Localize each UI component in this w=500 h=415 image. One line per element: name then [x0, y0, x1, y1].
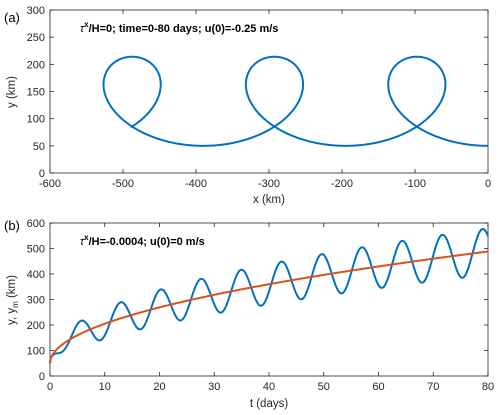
x-tick-label: 70: [427, 381, 439, 393]
x-ticks-b: 0 10 20 30 40 50 60 70 80: [47, 223, 494, 393]
y-tick-label: 200: [27, 320, 45, 332]
panel-label-b: (b): [4, 218, 20, 233]
x-tick-label: -400: [185, 178, 207, 190]
x-tick-label: -600: [39, 178, 61, 190]
x-ticks-a: -600 -500 -400 -300 -200 -100 0: [39, 10, 491, 190]
x-tick-label: -300: [258, 178, 280, 190]
y-tick-label: 400: [27, 269, 45, 281]
x-axis-label-a: x (km): [253, 194, 285, 206]
x-tick-label: 40: [263, 381, 275, 393]
y-tick-label: 50: [33, 141, 45, 153]
annotation-a: τx/H=0; time=0-80 days; u(0)=-0.25 m/s: [80, 20, 278, 35]
y-ticks-a: 0 50 100 150 200 250 300: [27, 5, 488, 180]
x-tick-label: 0: [47, 381, 53, 393]
y-tick-label: 100: [27, 346, 45, 358]
y-tick-label: 0: [39, 168, 45, 180]
annotation-b: τx/H=-0.0004; u(0)=0 m/s: [80, 233, 205, 248]
x-axis-label-b: t (days): [250, 398, 289, 410]
x-tick-label: 80: [482, 381, 494, 393]
x-tick-label: 20: [153, 381, 165, 393]
y-axis-label-a: y (km): [6, 76, 18, 108]
y-oscillating-line: [49, 228, 489, 364]
x-tick-label: 10: [99, 381, 111, 393]
y-axis-label-b: y, ym (km): [6, 275, 20, 325]
trajectory-line: [102, 55, 489, 147]
x-tick-label: -500: [112, 178, 134, 190]
x-tick-label: 0: [485, 178, 491, 190]
y-tick-label: 300: [27, 5, 45, 17]
y-tick-label: 600: [27, 218, 45, 230]
x-tick-label: 60: [372, 381, 384, 393]
y-tick-label: 0: [39, 371, 45, 383]
y-tick-label: 100: [27, 114, 45, 126]
y-tick-label: 250: [27, 32, 45, 44]
y-tick-label: 200: [27, 59, 45, 71]
x-tick-label: -100: [404, 178, 426, 190]
x-tick-label: 30: [208, 381, 220, 393]
y-tick-label: 500: [27, 244, 45, 256]
ym-mean-line: [49, 250, 489, 364]
panel-a: -600 -500 -400 -300 -200 -100 0 0 50 100 150 200 25…: [4, 5, 491, 206]
y-tick-label: 150: [27, 87, 45, 99]
panel-b: 0 10 20 30 40 50 60 70 80 0 100 200 300 400 500 600 (b…: [4, 218, 494, 410]
y-ticks-b: 0 100 200 300 400 500 600: [27, 218, 488, 383]
y-tick-label: 300: [27, 295, 45, 307]
x-tick-label: 50: [318, 381, 330, 393]
panel-label-a: (a): [4, 10, 20, 25]
x-tick-label: -200: [331, 178, 353, 190]
